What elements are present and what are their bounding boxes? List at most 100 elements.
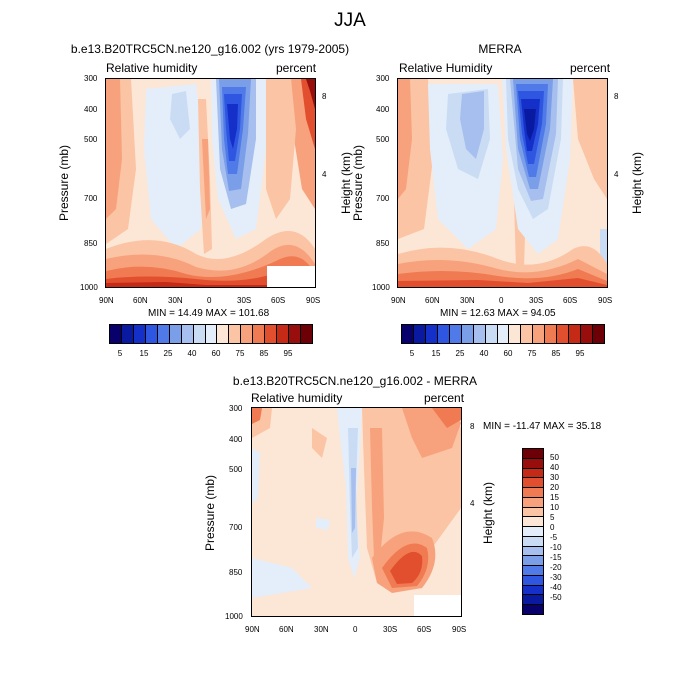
panel2-ylabel-right: Height (km) (630, 152, 644, 215)
panel2-title: MERRA (478, 42, 522, 56)
p2-cb-label-95: 95 (575, 349, 585, 358)
panel3-contours (252, 408, 461, 616)
p2-cb-label-75: 75 (527, 349, 537, 358)
p3-cb-label-10: 10 (550, 503, 559, 512)
panel3-ylabel: Pressure (mb) (203, 475, 217, 552)
panel2-stats: MIN = 12.63 MAX = 94.05 (440, 308, 556, 319)
p1-cb-label-25: 25 (163, 349, 173, 358)
panel1-left-string: Relative humidity (106, 61, 198, 75)
p1-ytick-300: 300 (84, 74, 98, 83)
panel3-plot-area (251, 407, 462, 617)
p3-ytick-right-4: 4 (470, 499, 475, 508)
p2-ytick-700: 700 (376, 194, 390, 203)
panel2-left-string: Relative Humidity (399, 61, 493, 75)
p1-xtick-30n: 30N (168, 296, 183, 305)
p1-ytick-right-4: 4 (322, 170, 327, 179)
p2-ytick-300: 300 (376, 74, 390, 83)
p1-ytick-850: 850 (84, 239, 98, 248)
p1-ytick-right-8: 8 (322, 92, 327, 101)
p3-cb-label-0: 0 (550, 523, 555, 532)
p3-cb-label-m10: -10 (550, 543, 562, 552)
p1-cb-label-40: 40 (187, 349, 197, 358)
panel2-colorbar (401, 324, 605, 344)
panel2-contours (398, 79, 607, 287)
p2-xtick-90s: 90S (598, 296, 613, 305)
p3-cb-label-m15: -15 (550, 553, 562, 562)
p3-ytick-right-8: 8 (470, 422, 475, 431)
panel3-colorbar (522, 448, 544, 615)
panel1-stats: MIN = 14.49 MAX = 101.68 (148, 308, 270, 319)
p2-ytick-right-4: 4 (614, 170, 619, 179)
p2-ytick-400: 400 (376, 105, 390, 114)
p3-ytick-1000: 1000 (225, 612, 243, 621)
p3-xtick-60s: 60S (417, 625, 432, 634)
p3-cb-label-5: 5 (550, 513, 555, 522)
p3-cb-label-20: 20 (550, 483, 559, 492)
panel3-title: b.e13.B20TRC5CN.ne120_g16.002 - MERRA (232, 374, 478, 388)
p3-cb-label-m50: -50 (550, 593, 562, 602)
p3-xtick-60n: 60N (279, 625, 294, 634)
panel1-title: b.e13.B20TRC5CN.ne120_g16.002 (yrs 1979-… (70, 42, 350, 56)
p3-ytick-850: 850 (229, 568, 243, 577)
p3-cb-label-m30: -30 (550, 573, 562, 582)
p3-xtick-90s: 90S (452, 625, 467, 634)
p3-cb-label-m5: -5 (550, 533, 558, 542)
p3-ytick-700: 700 (229, 523, 243, 532)
panel1-colorbar (109, 324, 313, 344)
p2-cb-label-5: 5 (409, 349, 415, 358)
p2-cb-label-85: 85 (551, 349, 561, 358)
p1-xtick-60n: 60N (133, 296, 148, 305)
p3-cb-label-m20: -20 (550, 563, 562, 572)
panel1-plot-area (105, 78, 316, 288)
p1-xtick-60s: 60S (271, 296, 286, 305)
p3-xtick-30s: 30S (383, 625, 398, 634)
p2-cb-label-15: 15 (431, 349, 441, 358)
p1-cb-label-75: 75 (235, 349, 245, 358)
p3-xtick-0: 0 (353, 625, 358, 634)
p3-ytick-400: 400 (229, 435, 243, 444)
panel2-ylabel: Pressure (mb) (351, 145, 365, 222)
p3-cb-label-30: 30 (550, 473, 559, 482)
panel1-contours (106, 79, 315, 287)
p1-ytick-700: 700 (84, 194, 98, 203)
figure-title: JJA (334, 10, 366, 31)
p1-ytick-400: 400 (84, 105, 98, 114)
p3-ytick-300: 300 (229, 404, 243, 413)
p1-xtick-0: 0 (207, 296, 212, 305)
p3-cb-label-m40: -40 (550, 583, 562, 592)
p3-cb-label-50: 50 (550, 453, 559, 462)
p3-cb-label-40: 40 (550, 463, 559, 472)
p2-ytick-500: 500 (376, 135, 390, 144)
p2-cb-label-60: 60 (503, 349, 513, 358)
p2-xtick-60n: 60N (425, 296, 440, 305)
p2-xtick-60s: 60S (563, 296, 578, 305)
p3-ytick-500: 500 (229, 465, 243, 474)
p3-xtick-90n: 90N (245, 625, 260, 634)
p2-cb-label-25: 25 (455, 349, 465, 358)
panel3-stats: MIN = -11.47 MAX = 35.18 (483, 421, 602, 432)
p3-xtick-30n: 30N (314, 625, 329, 634)
p1-cb-label-15: 15 (139, 349, 149, 358)
p1-cb-label-5: 5 (117, 349, 123, 358)
p2-xtick-30n: 30N (460, 296, 475, 305)
p2-cb-label-40: 40 (479, 349, 489, 358)
p1-ytick-1000: 1000 (80, 283, 98, 292)
p2-ytick-right-8: 8 (614, 92, 619, 101)
p2-xtick-90n: 90N (391, 296, 406, 305)
panel3-left-string: Relative humidity (251, 391, 343, 405)
p2-ytick-1000: 1000 (372, 283, 390, 292)
panel1-ylabel: Pressure (mb) (57, 145, 71, 222)
p1-cb-label-60: 60 (211, 349, 221, 358)
panel2-right-string: percent (570, 61, 611, 75)
panel2-plot-area (397, 78, 608, 288)
p2-xtick-0: 0 (499, 296, 504, 305)
p1-xtick-90n: 90N (99, 296, 114, 305)
panel3-ylabel-right: Height (km) (481, 482, 495, 545)
p2-xtick-30s: 30S (529, 296, 544, 305)
p1-cb-label-85: 85 (259, 349, 269, 358)
p1-ytick-500: 500 (84, 135, 98, 144)
panel1-right-string: percent (276, 61, 317, 75)
p1-cb-label-95: 95 (283, 349, 293, 358)
p2-ytick-850: 850 (376, 239, 390, 248)
p1-xtick-30s: 30S (237, 296, 252, 305)
